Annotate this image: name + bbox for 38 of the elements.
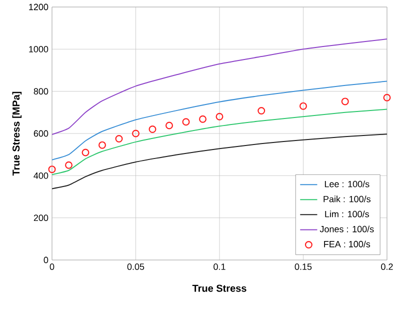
point [258, 106, 266, 114]
legend-label: FEA : 100/s [324, 240, 370, 248]
y-tick-label: 200 [34, 214, 48, 222]
y-tick-label: 1000 [29, 46, 48, 52]
line-series [52, 108, 387, 176]
y-tick-label: 400 [34, 172, 48, 179]
point [199, 115, 206, 123]
x-axis-title: True Stress [192, 284, 246, 292]
x-tick-label: 0.05 [127, 264, 144, 270]
point [383, 94, 391, 102]
x-tick-label: 0.1 [214, 264, 226, 270]
point [299, 102, 307, 110]
line-series [52, 80, 387, 160]
point [115, 135, 123, 143]
x-tick-label: 0.2 [381, 264, 393, 270]
y-tick-label: 0 [44, 256, 48, 264]
y-tick-label: 600 [34, 130, 48, 137]
point [98, 141, 106, 149]
y-tick-label: 1200 [29, 4, 48, 10]
point [182, 118, 190, 126]
point [216, 112, 224, 120]
point [132, 130, 140, 138]
y-tick-label: 800 [34, 88, 48, 95]
legend-label: Paik : 100/s [324, 196, 370, 202]
line-series [52, 134, 387, 190]
point [341, 98, 349, 106]
point [166, 122, 173, 130]
line-series [52, 38, 387, 136]
point [48, 166, 56, 174]
legend-label: Lim : 100/s [325, 210, 369, 218]
legend-label: Lee : 100/s [324, 180, 370, 188]
y-axis-title: True Stress [MPa] [12, 92, 22, 176]
point [82, 148, 90, 156]
legend-label: Jones : 100/s [320, 226, 374, 232]
point [148, 126, 156, 134]
x-tick-label: 0 [50, 264, 54, 270]
x-tick-label: 0.15 [294, 264, 312, 270]
point [65, 161, 72, 169]
